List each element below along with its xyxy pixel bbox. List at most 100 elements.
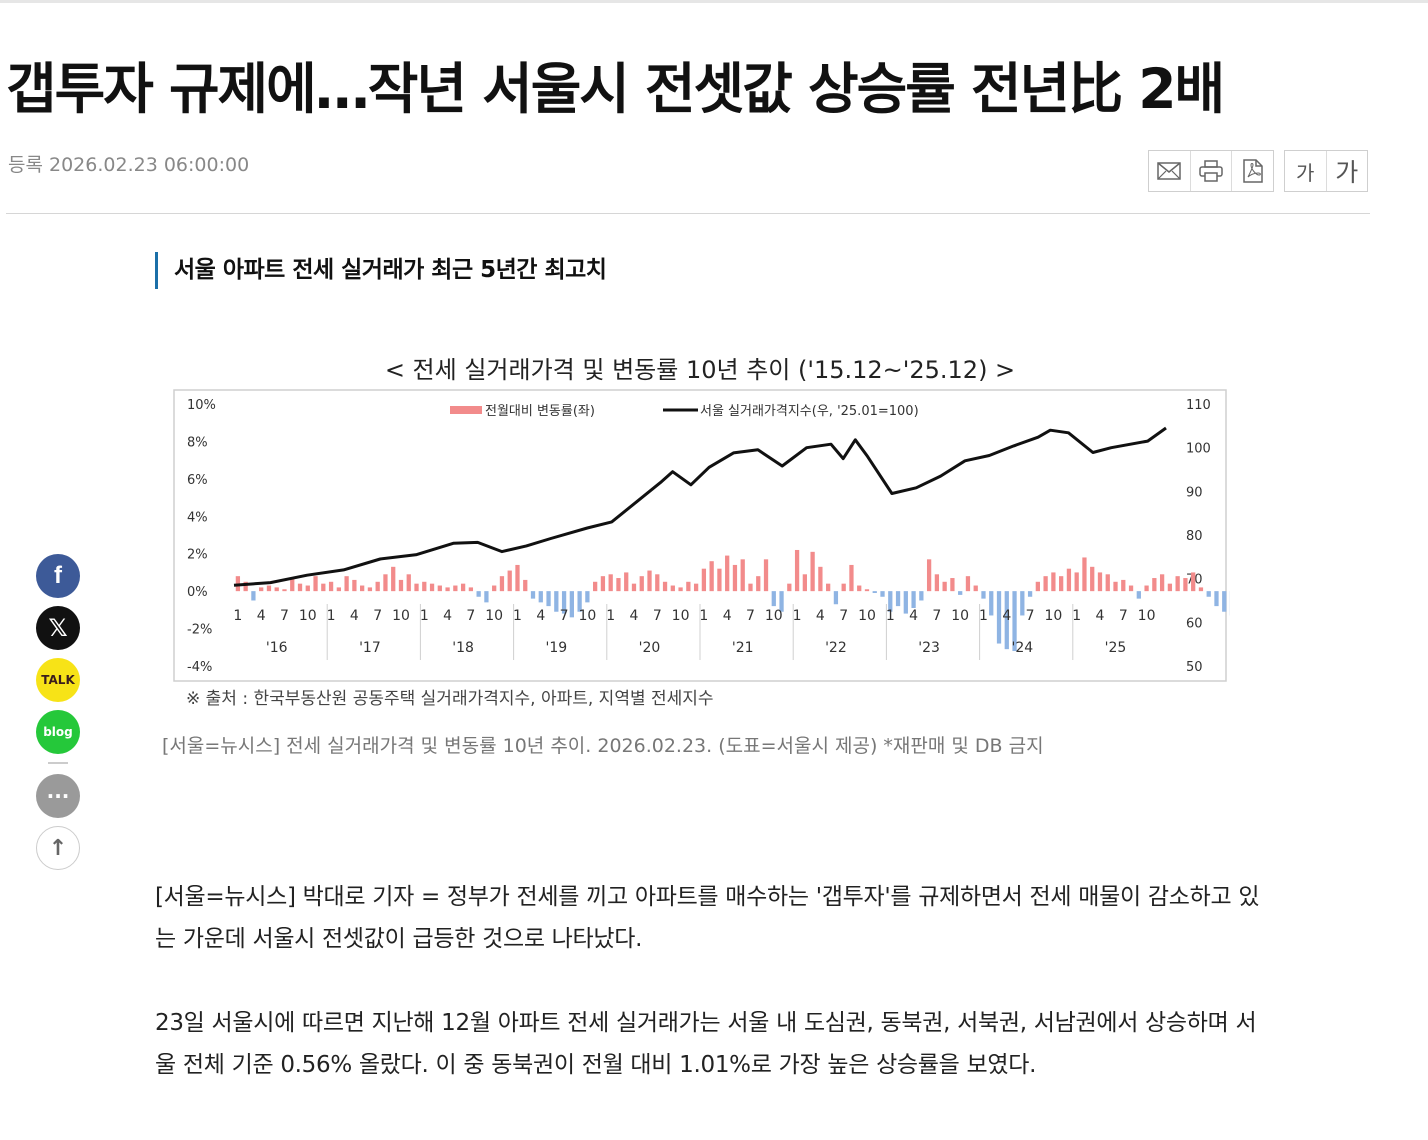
pdf-icon[interactable] (1232, 151, 1273, 191)
bar-monthly-change (1020, 591, 1025, 616)
x-month-tick-label: 1 (606, 608, 615, 624)
bar-monthly-change (1105, 574, 1110, 592)
facebook-share-icon[interactable]: f (36, 554, 80, 598)
bar-monthly-change (763, 559, 769, 592)
bar-monthly-change (1043, 576, 1048, 592)
bar-monthly-change (678, 587, 683, 592)
bar-monthly-change (1183, 578, 1188, 592)
y-left-tick-label: 6% (187, 473, 208, 488)
bar-monthly-change (857, 585, 862, 592)
x-month-tick-label: 4 (630, 608, 639, 624)
x-month-tick-label: 10 (951, 608, 969, 624)
x-month-tick-label: 4 (1096, 608, 1105, 624)
bar-monthly-change (1004, 591, 1009, 650)
bar-monthly-change (391, 566, 396, 592)
bar-monthly-change (965, 576, 971, 592)
bar-monthly-change (398, 579, 404, 592)
font-larger-button[interactable]: 가 (1335, 158, 1359, 187)
bar-monthly-change (515, 564, 520, 592)
x-month-tick-label: 7 (839, 608, 848, 624)
font-smaller-button[interactable]: 가 (1285, 151, 1327, 191)
bar-monthly-change (499, 576, 505, 592)
line-price-index (233, 426, 1167, 587)
bar-monthly-change (437, 585, 442, 592)
x-month-tick-label: 4 (1002, 608, 1011, 624)
y-right-tick-label: 90 (1186, 485, 1203, 500)
y-left-tick-label: 2% (187, 548, 208, 563)
bar-monthly-change (655, 574, 660, 592)
bar-monthly-change (934, 574, 940, 592)
bar-monthly-change (554, 591, 559, 612)
bar-monthly-change (996, 591, 1002, 644)
font-size-tools: 가 가 (1284, 150, 1368, 192)
bar-monthly-change (732, 564, 738, 592)
mail-icon[interactable] (1149, 151, 1191, 191)
bar-monthly-change (989, 591, 994, 616)
article-headline: 갭투자 규제에…작년 서울시 전셋값 상승률 전년比 2배 (6, 57, 1225, 121)
bar-monthly-change (1035, 581, 1040, 592)
photo-caption: [서울=뉴시스] 전세 실거래가격 및 변동률 10년 추이. 2026.02.… (162, 735, 1044, 757)
bar-monthly-change (919, 591, 924, 601)
header-divider (6, 213, 1370, 214)
bar-monthly-change (647, 570, 652, 592)
bar-monthly-change (880, 591, 885, 597)
bar-monthly-change (1191, 572, 1196, 592)
kakaotalk-share-icon[interactable]: TALK (36, 658, 80, 702)
x-month-tick-label: 10 (299, 608, 317, 624)
x-share-icon[interactable]: 𝕏 (36, 606, 80, 650)
x-month-tick-label: 1 (699, 608, 708, 624)
bar-monthly-change (538, 591, 543, 603)
bar-monthly-change (375, 581, 380, 592)
bar-monthly-change (344, 576, 349, 592)
print-icon[interactable] (1191, 151, 1233, 191)
x-month-tick-label: 4 (443, 608, 452, 624)
bar-monthly-change (569, 591, 574, 618)
y-left-tick-label: 10% (187, 398, 216, 413)
x-year-label: '18 (452, 640, 474, 656)
scroll-top-icon[interactable]: ↑ (36, 826, 80, 870)
bar-monthly-change (950, 578, 955, 592)
bar-monthly-change (1121, 579, 1126, 592)
y-right-tick-label: 100 (1186, 442, 1211, 457)
bar-monthly-change (523, 579, 528, 592)
bar-monthly-change (593, 581, 598, 592)
x-year-label: '21 (732, 640, 754, 656)
x-month-tick-label: 10 (485, 608, 503, 624)
x-year-label: '19 (545, 640, 567, 656)
bar-monthly-change (585, 591, 590, 603)
y-left-tick-label: 0% (187, 585, 208, 600)
bar-monthly-change (1144, 585, 1149, 592)
bar-monthly-change (1167, 583, 1173, 592)
bar-monthly-change (453, 585, 458, 592)
bar-monthly-change (903, 591, 908, 614)
comment-icon[interactable]: ··· (36, 774, 80, 818)
x-month-tick-label: 7 (466, 608, 475, 624)
x-month-tick-label: 1 (793, 608, 802, 624)
bar-monthly-change (445, 587, 450, 592)
x-year-label: '24 (1011, 640, 1033, 656)
bar-monthly-change (794, 549, 800, 592)
bar-monthly-change (484, 591, 489, 603)
y-left-tick-label: -4% (187, 660, 212, 675)
bar-monthly-change (577, 591, 582, 612)
bar-monthly-change (1082, 557, 1087, 592)
bar-monthly-change (662, 581, 668, 592)
article-paragraph-1: [서울=뉴시스] 박대로 기자 = 정부가 전세를 끼고 아파트를 매수하는 '… (155, 884, 1260, 952)
bar-monthly-change (507, 570, 512, 592)
x-month-tick-label: 1 (420, 608, 429, 624)
x-month-tick-label: 7 (746, 608, 755, 624)
bar-monthly-change (779, 591, 784, 612)
bar-monthly-change (895, 591, 901, 607)
bar-monthly-change (321, 583, 326, 592)
bar-monthly-change (600, 576, 606, 592)
share-sidebar: f 𝕏 TALK blog ··· ↑ (36, 554, 82, 878)
x-month-tick-label: 1 (513, 608, 522, 624)
x-month-tick-label: 10 (765, 608, 783, 624)
x-month-tick-label: 4 (350, 608, 359, 624)
bar-monthly-change (748, 583, 753, 592)
blog-share-icon[interactable]: blog (36, 710, 80, 754)
x-month-tick-label: 7 (653, 608, 662, 624)
bar-monthly-change (383, 574, 388, 592)
bar-monthly-change (1206, 591, 1211, 597)
bar-monthly-change (701, 568, 707, 592)
